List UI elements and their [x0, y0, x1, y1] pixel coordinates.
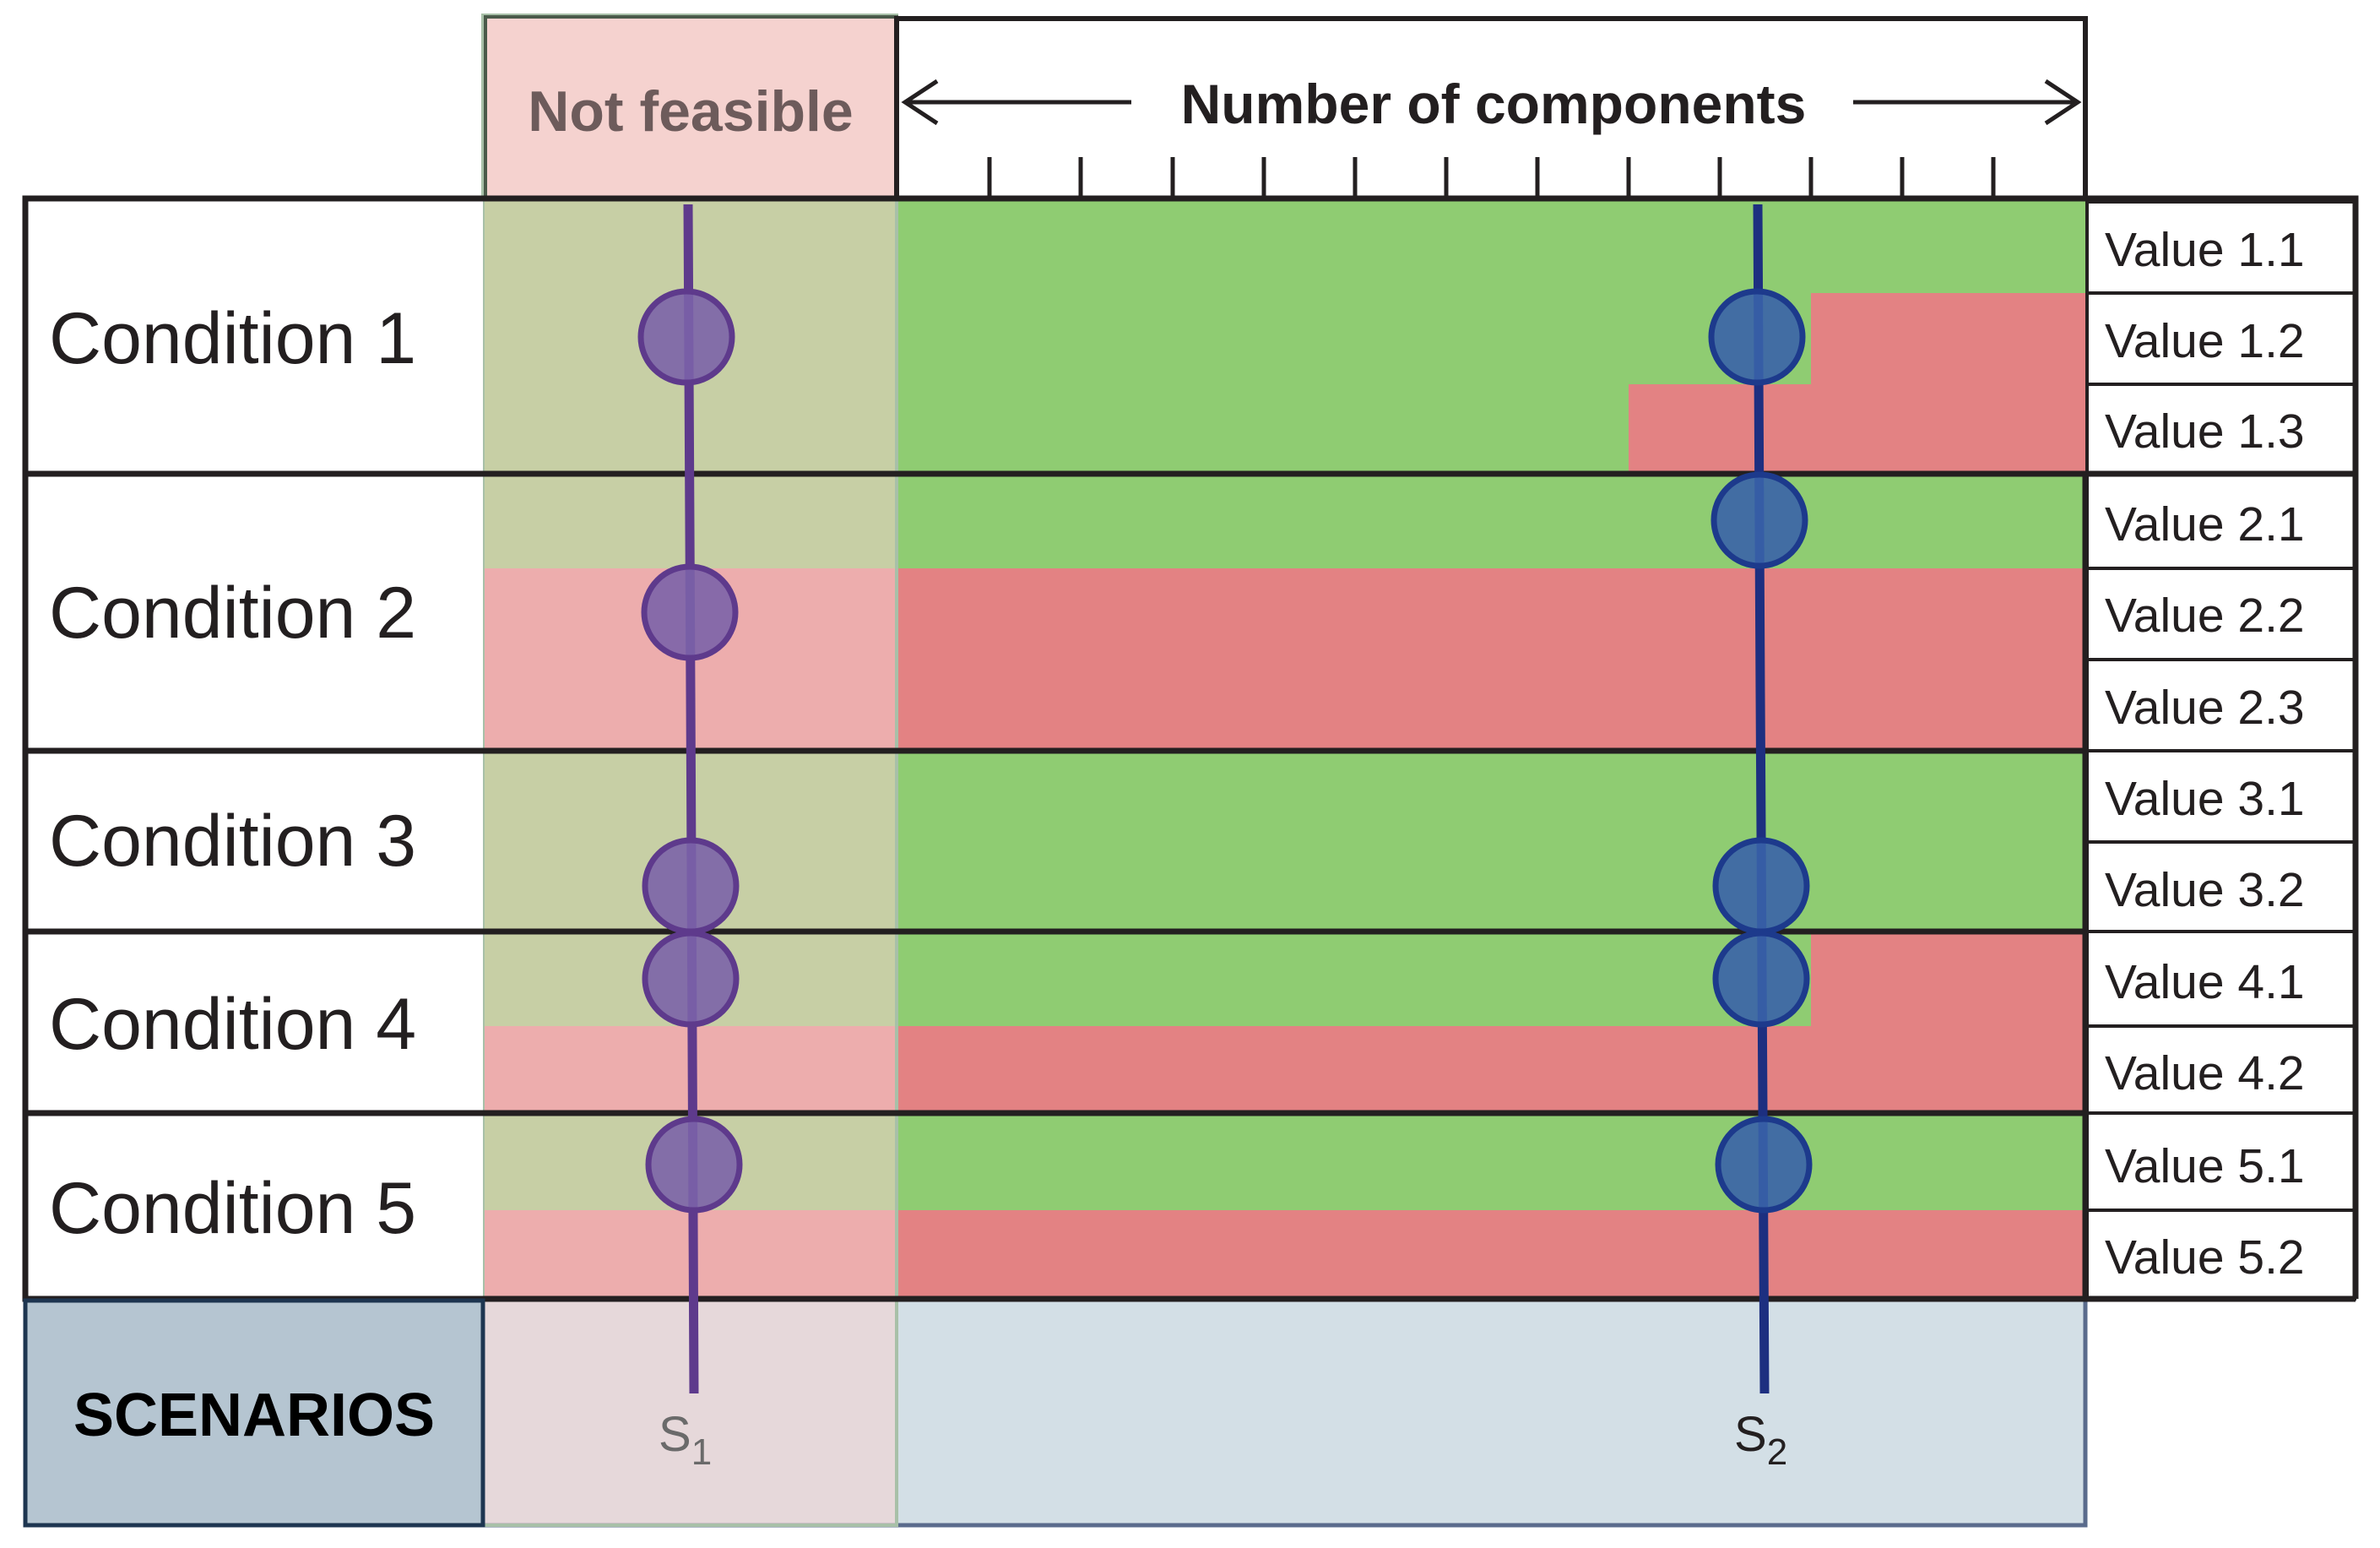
condition-label-1: Condition 1 — [49, 298, 416, 379]
condition-label-3: Condition 3 — [49, 801, 416, 882]
condition-borders — [22, 195, 2359, 1302]
value-label-3-1: Value 3.1 — [2105, 772, 2305, 826]
s2-label: S2 — [1734, 1407, 1787, 1473]
s2-marker-condition-4 — [1712, 930, 1810, 1028]
s2-marker-condition-2 — [1710, 471, 1808, 569]
value-label-1-2: Value 1.2 — [2105, 314, 2305, 368]
scenarios-box — [23, 1298, 485, 1528]
value-labels: Value 1.1 Value 1.2 Value 1.3 Value 2.1 … — [2085, 200, 2356, 1301]
value-label-2-3: Value 2.3 — [2105, 681, 2305, 735]
cell-1-2-infeasible — [1811, 293, 2085, 384]
not-feasible-label: Not feasible — [528, 79, 853, 144]
s2-marker-condition-3 — [1712, 837, 1810, 935]
value-label-1-1: Value 1.1 — [2105, 223, 2305, 277]
condition-label-4: Condition 4 — [49, 984, 416, 1065]
condition-box-5 — [25, 1113, 483, 1299]
value-label-2-1: Value 2.1 — [2105, 497, 2305, 551]
value-label-1-3: Value 1.3 — [2105, 405, 2305, 459]
s1-marker-condition-1 — [637, 288, 735, 386]
s1-marker-condition-4 — [642, 930, 740, 1028]
value-label-5-2: Value 5.2 — [2105, 1230, 2305, 1285]
scenarios-label: SCENARIOS — [73, 1382, 435, 1449]
value-label-2-2: Value 2.2 — [2105, 589, 2305, 643]
s1-marker-condition-5 — [645, 1116, 743, 1214]
s2-marker-condition-1 — [1708, 288, 1806, 386]
axis-ticks — [987, 157, 1996, 198]
condition-label-5: Condition 5 — [49, 1168, 416, 1249]
s1-marker-condition-3 — [642, 837, 740, 935]
s2-marker-condition-5 — [1715, 1116, 1813, 1214]
axis-header-box — [894, 16, 2088, 201]
s1-marker-condition-2 — [641, 563, 739, 661]
condition-box-4 — [25, 932, 483, 1113]
condition-box-3 — [25, 751, 483, 932]
axis-label: Number of components — [1181, 73, 1807, 135]
value-label-4-2: Value 4.2 — [2105, 1046, 2305, 1100]
condition-labels: Condition 1 Condition 2 Condition 3 Cond… — [25, 198, 483, 1299]
value-label-4-1: Value 4.1 — [2105, 955, 2305, 1009]
condition-box-1 — [25, 198, 483, 474]
scenario-s2: S2 — [1708, 204, 1813, 1473]
scenario-s1: S1 — [637, 204, 743, 1473]
axis-arrow — [901, 79, 2082, 126]
value-label-5-1: Value 5.1 — [2105, 1139, 2305, 1193]
value-label-3-2: Value 3.2 — [2105, 863, 2305, 917]
s1-label: S1 — [659, 1407, 712, 1473]
condition-box-2 — [25, 474, 483, 751]
cell-1-3-infeasible — [1629, 384, 2085, 474]
condition-label-2: Condition 2 — [49, 573, 416, 654]
cell-4-1-infeasible — [1811, 932, 2085, 1026]
